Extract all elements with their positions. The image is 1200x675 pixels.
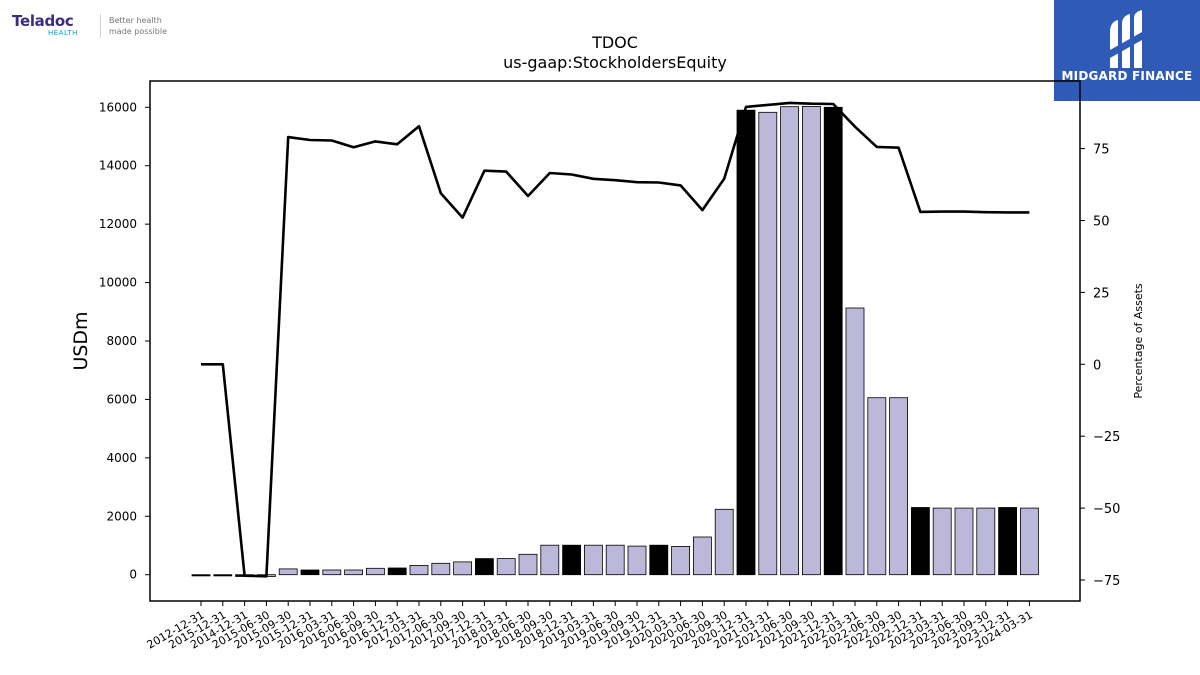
bar: [649, 544, 669, 576]
y2-tick-label: 75: [1093, 143, 1110, 158]
line-series: [201, 101, 1030, 578]
y2-tick-label: 25: [1093, 286, 1110, 301]
bar: [409, 565, 429, 576]
chart-subtitle: us-gaap:StockholdersEquity: [503, 53, 727, 72]
bar: [431, 562, 451, 576]
y-tick-label: 6000: [106, 392, 137, 406]
bar: [780, 106, 799, 576]
teladoc-logo-text: Teladoc: [12, 12, 74, 30]
bar: [845, 307, 865, 576]
y-tick-label: 2000: [106, 509, 137, 523]
y2-tick-label: −50: [1093, 502, 1120, 517]
teladoc-logo: Teladoc HEALTH Better health made possib…: [12, 12, 182, 40]
bar: [540, 544, 560, 576]
bar: [867, 397, 887, 576]
bar: [1020, 507, 1039, 576]
y-axis-label: USDm: [70, 311, 92, 370]
bar: [823, 106, 843, 576]
bar: [387, 567, 407, 576]
tagline-line-1: Better health: [109, 16, 162, 25]
bar: [954, 507, 974, 576]
bar: [627, 545, 647, 576]
bar: [518, 553, 538, 576]
y2-tick-label: 50: [1093, 214, 1110, 229]
bar: [496, 558, 516, 576]
y-axis-right: −75 −50 −25 0 25 50 75: [1080, 143, 1120, 589]
bar: [213, 574, 233, 577]
midgard-finance-name: MIDGARD FINANCE: [1061, 69, 1193, 83]
bar: [911, 507, 930, 576]
y-tick-label: 14000: [99, 159, 137, 173]
bar-series: [191, 106, 1039, 577]
bar: [671, 546, 690, 576]
percentage-line: [201, 101, 1030, 578]
bar: [474, 558, 494, 576]
bar: [714, 508, 734, 576]
bar: [365, 567, 385, 576]
bar: [976, 507, 996, 576]
tagline-line-2: made possible: [109, 27, 167, 36]
bar: [693, 536, 712, 576]
chart-title: TDOC: [591, 33, 638, 52]
logo-divider: [100, 14, 101, 38]
bar: [191, 574, 211, 577]
bar: [889, 397, 908, 576]
bar: [584, 544, 603, 576]
y2-tick-label: 0: [1093, 358, 1101, 373]
y-tick-label: 16000: [99, 100, 137, 114]
y2-tick-label: −75: [1093, 574, 1120, 589]
y-tick-label: 10000: [99, 276, 137, 290]
teladoc-logo-sub: HEALTH: [48, 29, 78, 37]
midgard-mark-icon: [1110, 10, 1142, 68]
y2-tick-label: −25: [1093, 430, 1120, 445]
bar: [453, 561, 473, 576]
bar: [802, 106, 821, 576]
y-tick-label: 4000: [106, 451, 137, 465]
bar: [562, 544, 581, 576]
teladoc-tagline: Better health made possible: [109, 15, 189, 37]
bar: [736, 109, 756, 576]
bar: [605, 544, 625, 576]
bar: [278, 568, 298, 576]
y-tick-label: 8000: [106, 334, 137, 348]
bar: [758, 111, 778, 576]
bar: [932, 507, 952, 576]
bar: [998, 507, 1017, 576]
x-axis: 2012-12-312015-12-312014-12-312015-06-30…: [145, 601, 1035, 652]
y-tick-label: 0: [129, 568, 137, 582]
bar: [300, 569, 320, 576]
y-tick-label: 12000: [99, 217, 137, 231]
y2-axis-label: Percentage of Assets: [1132, 283, 1145, 399]
midgard-finance-logo: MIDGARD FINANCE: [1054, 0, 1200, 101]
y-axis-left: 0 2000 4000 6000 8000 10000 12000 14000 16000: [99, 100, 150, 582]
bar: [344, 569, 364, 576]
bar: [322, 569, 342, 576]
